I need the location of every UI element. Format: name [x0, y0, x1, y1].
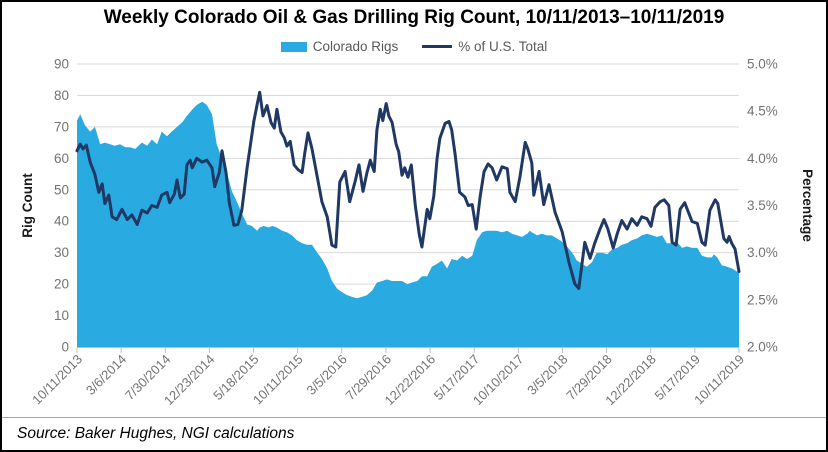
- y-left-tick-label: 10: [54, 308, 69, 323]
- colorado-rigs-area: [77, 101, 739, 347]
- y-left-tick-label: 80: [54, 88, 69, 103]
- area-swatch-icon: [280, 41, 307, 52]
- y-right-tick-label: 3.5%: [747, 198, 778, 213]
- source-divider: [2, 417, 826, 418]
- legend-item-colorado-rigs: Colorado Rigs: [280, 39, 399, 54]
- y-right-tick-label: 2.0%: [747, 340, 778, 355]
- y-left-tick-label: 70: [54, 119, 69, 134]
- y-left-tick-label: 20: [54, 277, 69, 292]
- y-right-tick-label: 2.5%: [747, 292, 778, 307]
- y-left-tick-label: 40: [54, 214, 69, 229]
- y-left-tick-label: 50: [54, 182, 69, 197]
- y-left-tick-label: 90: [54, 57, 69, 72]
- legend: Colorado Rigs % of U.S. Total: [2, 39, 826, 54]
- y-right-tick-label: 4.0%: [747, 151, 778, 166]
- legend-item-pct-us-total: % of U.S. Total: [422, 39, 547, 54]
- chart-title: Weekly Colorado Oil & Gas Drilling Rig C…: [103, 7, 725, 28]
- legend-label-pct-us-total: % of U.S. Total: [458, 39, 548, 54]
- line-swatch-icon: [422, 45, 453, 48]
- source-note: Source: Baker Hughes, NGI calculations: [17, 425, 295, 442]
- x-tick-label: 10/11/2013: [29, 352, 85, 408]
- y-right-tick-label: 4.5%: [747, 104, 778, 119]
- legend-label-colorado-rigs: Colorado Rigs: [312, 39, 399, 54]
- y-right-tick-label: 3.0%: [747, 245, 778, 260]
- pct-us-total-line: [75, 90, 741, 290]
- y-left-axis-title: Rig Count: [20, 173, 35, 238]
- y-right-tick-label: 5.0%: [747, 57, 778, 72]
- y-left-tick-label: 30: [54, 245, 69, 260]
- y-left-tick-label: 60: [54, 151, 69, 166]
- y-left-tick-label: 0: [61, 340, 69, 355]
- y-right-axis-title: Percentage: [800, 169, 815, 242]
